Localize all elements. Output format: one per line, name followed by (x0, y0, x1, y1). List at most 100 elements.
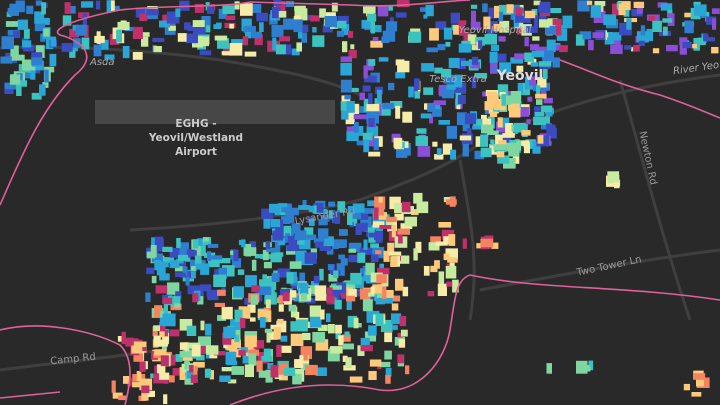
building (525, 26, 538, 33)
building (263, 218, 271, 229)
building (17, 19, 28, 30)
building (13, 30, 21, 39)
building (416, 128, 427, 134)
building (317, 228, 329, 239)
building (493, 23, 502, 32)
building (380, 319, 393, 332)
building (298, 239, 311, 250)
building (81, 1, 94, 8)
building (123, 376, 130, 384)
building (402, 142, 411, 156)
building (22, 40, 32, 48)
building (39, 84, 46, 96)
building (376, 274, 387, 284)
building (519, 140, 530, 146)
building (187, 285, 200, 295)
building (272, 230, 284, 241)
building (285, 210, 295, 223)
building (691, 44, 697, 49)
building (531, 50, 545, 58)
building (214, 302, 225, 307)
building (395, 278, 404, 291)
building (353, 114, 367, 120)
building (416, 201, 429, 214)
building (179, 273, 186, 278)
building (693, 1, 701, 7)
building (31, 52, 43, 61)
building (35, 0, 43, 6)
building (191, 344, 201, 357)
building (222, 265, 235, 277)
building (261, 208, 274, 219)
building (396, 0, 408, 8)
building (640, 25, 646, 36)
building (269, 203, 281, 213)
building (476, 243, 483, 249)
building (432, 141, 438, 147)
road (479, 248, 720, 292)
building (430, 265, 438, 273)
building (270, 254, 282, 263)
building (39, 17, 50, 25)
building (332, 239, 339, 249)
building (312, 332, 326, 343)
building (135, 7, 148, 18)
building (578, 34, 583, 40)
building (359, 106, 367, 113)
building (96, 31, 101, 44)
building (155, 285, 168, 294)
building (271, 25, 284, 38)
building (516, 23, 524, 35)
building (542, 50, 555, 63)
building (122, 46, 130, 59)
building (207, 5, 215, 14)
building (298, 205, 311, 210)
building (533, 116, 546, 125)
building (9, 3, 19, 16)
building (382, 286, 387, 300)
building (272, 6, 281, 19)
building (234, 1, 240, 10)
building (444, 75, 456, 84)
building (217, 289, 226, 296)
building (423, 14, 428, 19)
building (448, 234, 456, 246)
building (10, 45, 19, 58)
building (398, 234, 403, 244)
building (186, 250, 197, 257)
building (638, 40, 645, 47)
building (408, 86, 414, 98)
building (254, 254, 265, 259)
building (337, 201, 346, 213)
building (207, 257, 220, 268)
building (420, 113, 432, 119)
building (315, 367, 327, 376)
building (296, 42, 302, 52)
building (282, 292, 290, 302)
building (221, 306, 233, 320)
building (179, 350, 193, 358)
building (696, 377, 704, 387)
building (302, 200, 307, 207)
building (454, 74, 463, 88)
building (290, 290, 297, 298)
building (50, 36, 57, 47)
building (287, 235, 296, 243)
building (309, 289, 317, 294)
building (238, 347, 248, 353)
building (132, 52, 143, 60)
building (156, 266, 166, 276)
building (376, 290, 387, 298)
building (141, 385, 150, 394)
building (393, 137, 403, 148)
building (346, 126, 359, 132)
building (319, 8, 326, 18)
building (498, 4, 507, 15)
building (480, 147, 492, 158)
boundary (0, 391, 61, 399)
building (529, 76, 537, 86)
building (395, 71, 406, 79)
building (555, 25, 562, 36)
building (340, 258, 348, 266)
